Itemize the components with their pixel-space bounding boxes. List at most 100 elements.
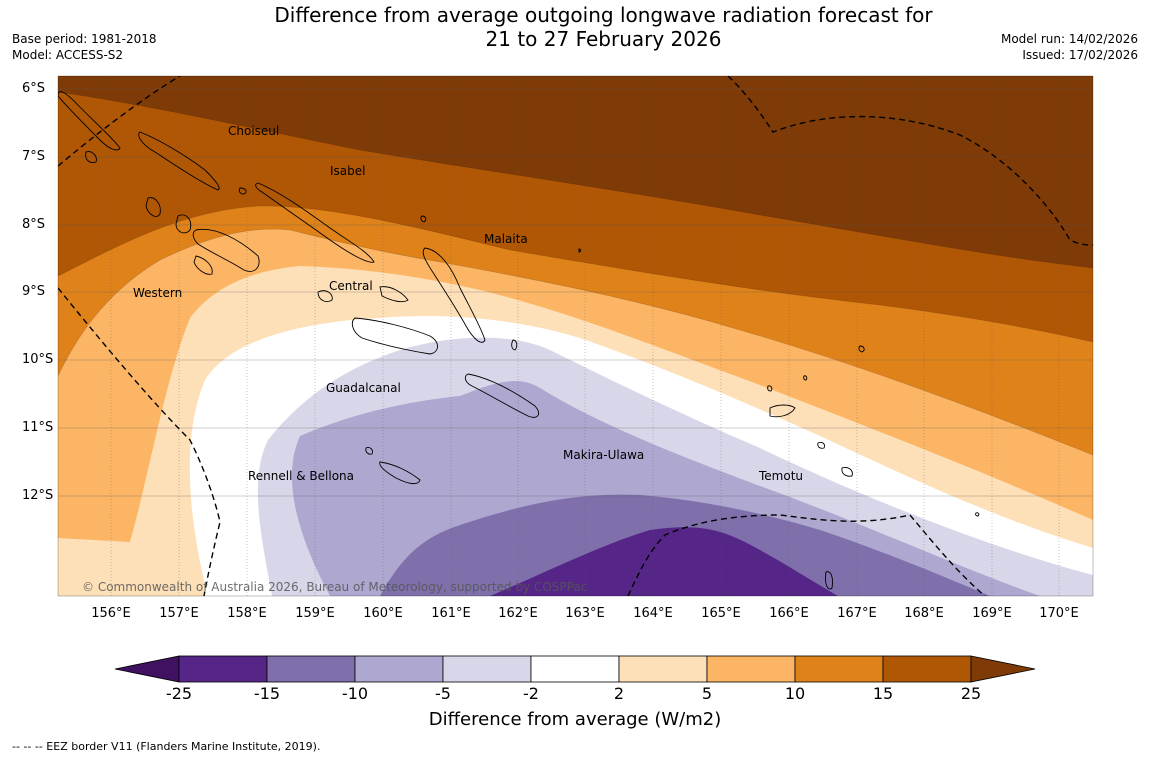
lon-label-166e: 166°E bbox=[769, 606, 809, 621]
island-sikaiana bbox=[578, 248, 581, 253]
coastlines bbox=[58, 91, 980, 590]
label-choiseul: Choiseul bbox=[228, 124, 280, 138]
colorbar-tick: -5 bbox=[435, 684, 451, 703]
colorbar bbox=[114, 655, 1036, 683]
colorbar-arrow-low bbox=[114, 655, 180, 683]
label-makira-ulawa: Makira-Ulawa bbox=[563, 448, 645, 462]
island-duff bbox=[803, 375, 808, 381]
lon-label-169e: 169°E bbox=[972, 606, 1012, 621]
colorbar-tick: -15 bbox=[253, 684, 281, 703]
colorbar-tick: 10 bbox=[784, 684, 806, 703]
issued-date: Issued: 17/02/2026 bbox=[1022, 48, 1138, 62]
colorbar-swatch-3 bbox=[354, 655, 444, 683]
lon-label-156e: 156°E bbox=[91, 606, 131, 621]
label-temotu: Temotu bbox=[759, 469, 804, 483]
island-vella bbox=[145, 197, 161, 217]
island-isabel bbox=[255, 182, 375, 263]
meta-left: Base period: 1981-2018 Model: ACCESS-S2 bbox=[12, 31, 157, 63]
colorbar-swatch-6 bbox=[618, 655, 708, 683]
lat-label-12s: 12°S bbox=[22, 488, 54, 503]
lon-label-159e: 159°E bbox=[295, 606, 335, 621]
label-rennell-bellona: Rennell & Bellona bbox=[248, 469, 355, 483]
lon-label-160e: 160°E bbox=[363, 606, 403, 621]
title-line-2: 21 to 27 February 2026 bbox=[485, 27, 722, 51]
lat-label-11s: 11°S bbox=[22, 420, 54, 435]
colorbar-swatch-5 bbox=[530, 655, 620, 683]
island-bellona bbox=[365, 447, 373, 455]
island-choiseul bbox=[138, 131, 220, 191]
label-isabel: Isabel bbox=[330, 164, 366, 178]
lat-label-6s: 6°S bbox=[22, 81, 46, 96]
label-guadalcanal: Guadalcanal bbox=[326, 381, 401, 395]
colorbar-tick: -10 bbox=[341, 684, 369, 703]
lat-label-10s: 10°S bbox=[22, 352, 54, 367]
colorbar-tick: 25 bbox=[960, 684, 982, 703]
lon-label-168e: 168°E bbox=[904, 606, 944, 621]
colorbar-tick: -25 bbox=[165, 684, 193, 703]
island-ontong bbox=[420, 215, 427, 223]
island-utupua bbox=[841, 467, 853, 477]
colorbar-arrow-high bbox=[970, 655, 1036, 683]
lon-label-170e: 170°E bbox=[1039, 606, 1079, 621]
colorbar-tick: 15 bbox=[872, 684, 894, 703]
lon-label-157e: 157°E bbox=[159, 606, 199, 621]
map-panel bbox=[58, 76, 1093, 596]
island-vanikoro bbox=[817, 441, 825, 449]
gridlines bbox=[58, 76, 1093, 596]
eez-border bbox=[58, 76, 1093, 596]
footnote-eez: -- -- -- EEZ border V11 (Flanders Marine… bbox=[12, 740, 321, 753]
contour-lines bbox=[58, 91, 1093, 456]
colorbar-tick: 5 bbox=[701, 684, 713, 703]
colorbar-swatch-9 bbox=[882, 655, 972, 683]
model-name: Model: ACCESS-S2 bbox=[12, 48, 124, 62]
island-ulawa bbox=[511, 339, 518, 351]
colorbar-tick: 2 bbox=[613, 684, 625, 703]
island-makira bbox=[464, 373, 539, 418]
model-run: Model run: 14/02/2026 bbox=[1000, 32, 1138, 46]
island-tiny-b bbox=[238, 187, 247, 195]
island-tiny-a bbox=[85, 151, 97, 163]
island-guadalcanal bbox=[351, 317, 438, 355]
island-reef bbox=[767, 385, 773, 392]
colorbar-title: Difference from average (W/m2) bbox=[428, 709, 722, 730]
band-neg-15-to-25 bbox=[490, 527, 838, 596]
title-line-1: Difference from average outgoing longwav… bbox=[274, 3, 933, 27]
label-malaita: Malaita bbox=[484, 232, 528, 246]
colorbar-swatch-4 bbox=[442, 655, 532, 683]
colorbar-tick: -2 bbox=[523, 684, 539, 703]
island-russell bbox=[379, 286, 409, 303]
lon-label-158e: 158°E bbox=[227, 606, 267, 621]
lat-label-8s: 8°S bbox=[22, 217, 46, 232]
lon-label-163e: 163°E bbox=[565, 606, 605, 621]
colorbar-swatch-8 bbox=[794, 655, 884, 683]
island-tiny-c bbox=[858, 345, 865, 353]
map-frame bbox=[57, 75, 1094, 597]
lon-label-164e: 164°E bbox=[633, 606, 673, 621]
island-malaita bbox=[422, 247, 486, 343]
island-anuta bbox=[975, 512, 980, 517]
island-kolombangara bbox=[175, 214, 192, 234]
meta-right: Model run: 14/02/2026 Issued: 17/02/2026 bbox=[1001, 31, 1138, 63]
colorbar-swatch-7 bbox=[706, 655, 796, 683]
island-rennell bbox=[379, 461, 421, 485]
colorbar-swatch-2 bbox=[266, 655, 356, 683]
island-florida bbox=[317, 290, 333, 303]
lat-label-7s: 7°S bbox=[22, 149, 46, 164]
label-western: Western bbox=[133, 286, 183, 300]
island-tikopia bbox=[825, 571, 833, 590]
island-new-georgia bbox=[192, 228, 260, 272]
lon-label-167e: 167°E bbox=[837, 606, 877, 621]
island-bougainville bbox=[58, 91, 121, 151]
lon-label-161e: 161°E bbox=[431, 606, 471, 621]
lon-label-162e: 162°E bbox=[498, 606, 538, 621]
base-period: Base period: 1981-2018 bbox=[12, 32, 157, 46]
label-central: Central bbox=[329, 279, 373, 293]
copyright-notice: © Commonwealth of Australia 2026, Bureau… bbox=[82, 580, 588, 594]
island-santa-cruz bbox=[769, 404, 796, 418]
chart-title: Difference from average outgoing longwav… bbox=[200, 3, 1007, 51]
lon-label-165e: 165°E bbox=[701, 606, 741, 621]
island-rendova bbox=[193, 255, 213, 275]
colorbar-swatch-1 bbox=[178, 655, 268, 683]
lat-label-9s: 9°S bbox=[22, 284, 46, 299]
